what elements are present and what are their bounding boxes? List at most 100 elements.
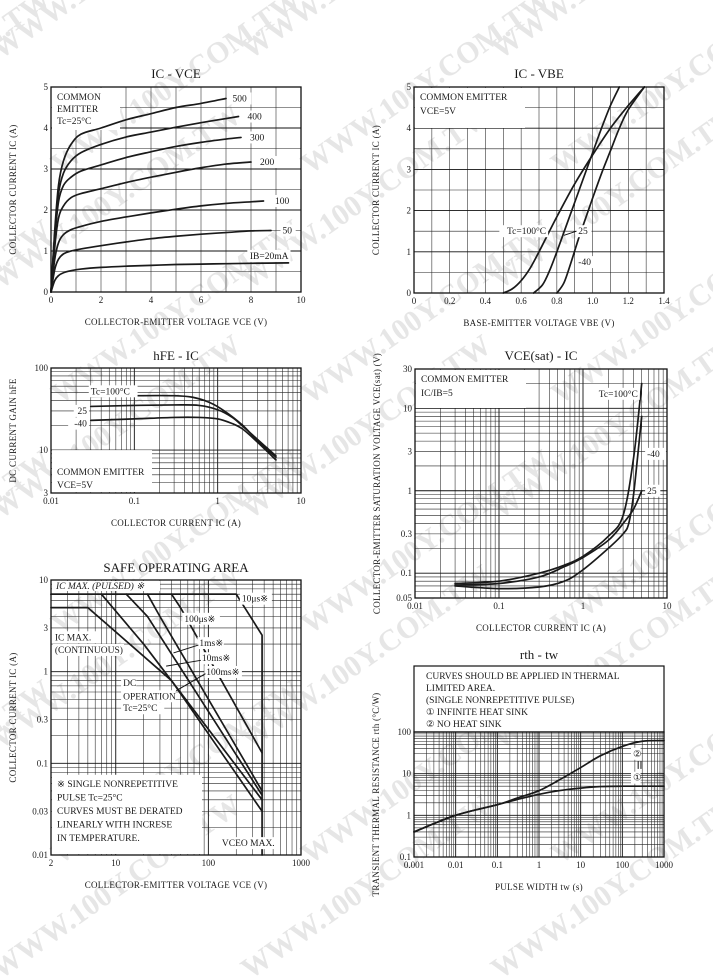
- label-bg: [68, 417, 89, 430]
- series-line-3: [50, 161, 252, 293]
- x-axis-label: COLLECTOR CURRENT IC (A): [111, 518, 241, 528]
- plot-frame: [50, 367, 302, 494]
- label-bg: [199, 652, 232, 665]
- label-bg: [121, 702, 165, 715]
- series-line-5: [50, 606, 263, 813]
- series-label: 10μs※: [242, 595, 268, 605]
- x-tick-label: 0: [49, 295, 54, 305]
- series-label: 200: [260, 158, 275, 168]
- annotation-box-line: IC/IB=5: [421, 389, 453, 399]
- label-bg: [645, 484, 661, 497]
- x-tick-label: 0.01: [43, 496, 59, 506]
- plot-frame: [413, 86, 665, 294]
- series-line-1: [454, 415, 643, 590]
- pulsed-label-bg: [52, 581, 160, 591]
- label-bg: [247, 249, 291, 262]
- series-label: 25: [578, 227, 588, 237]
- y-tick-label: 4: [44, 123, 49, 133]
- series-label: -40: [74, 420, 87, 430]
- thermal-note-line: (SINGLE NONREPETITIVE PULSE): [426, 695, 574, 706]
- series-line-4: [50, 200, 265, 293]
- label-bg: [245, 110, 267, 123]
- annotation-box-line: COMMON EMITTER: [421, 375, 509, 385]
- series-label: -40: [578, 258, 591, 268]
- label-bg: [248, 131, 269, 144]
- chart-vcesat_ic: 0.01 0.1 1 10 0.05 0.1 0.3 1 3 10 30 VCE(sat) - IC C…: [372, 348, 672, 633]
- y-tick-label: 0.01: [32, 850, 48, 860]
- grid: [414, 368, 668, 599]
- y-tick-label: 10: [403, 403, 413, 413]
- thermal-note-line: CURVES SHOULD BE APPLIED IN THERMAL: [426, 672, 620, 682]
- annotation-box-line: VCE=5V: [420, 107, 456, 117]
- y-tick-label: 1: [408, 486, 413, 496]
- annotation-box-bg: [415, 88, 525, 128]
- series-label: ①: [633, 773, 642, 784]
- x-tick-label: 2: [99, 295, 104, 305]
- y-tick-label: 0.1: [401, 568, 412, 578]
- x-tick-label: 4: [149, 295, 154, 305]
- series-line-3: [125, 593, 263, 796]
- series-line-2: [146, 593, 263, 792]
- y-tick-label: 1: [44, 667, 49, 677]
- x-tick-label: 1: [537, 860, 542, 870]
- x-tick-label: 0.01: [407, 601, 423, 611]
- x-tick-label: 1.2: [623, 296, 634, 306]
- x-tick-label: 0.4: [480, 296, 492, 306]
- plot-frame: [414, 368, 668, 599]
- series-line-1: [50, 115, 240, 293]
- y-axis-label: COLLECTOR CURRENT IC (A): [8, 124, 18, 254]
- y-tick-label: 5: [44, 82, 49, 92]
- dc-op-label: DC: [123, 679, 136, 689]
- x-tick-label: 10: [297, 496, 307, 506]
- y-axis-label: TRANSIENT THERMAL RESISTANCE rth (°C/W): [371, 693, 381, 897]
- y-tick-label: 10: [39, 575, 49, 585]
- x-tick-label: 100: [616, 860, 630, 870]
- chart-soa: 2 10 100 1000 0.01 0.03 0.1 0.3 1 3 10 SAFE OPERATI…: [8, 560, 311, 890]
- y-axis-label: DC CURRENT GAIN hFE: [8, 378, 18, 482]
- series-label: 500: [233, 94, 248, 104]
- label-bg: [576, 256, 598, 269]
- derating-note-line: LINEARLY WITH INCRESE: [57, 820, 172, 830]
- annotation-box-line: COMMON EMITTER: [57, 468, 145, 478]
- label-bg: [121, 676, 137, 689]
- series-line-0: [50, 97, 227, 293]
- y-tick-label: 0.1: [37, 758, 48, 768]
- y-tick-label: 0.03: [32, 806, 48, 816]
- series-label: 100ms※: [206, 668, 239, 678]
- series-label: Tc=100°C: [91, 386, 130, 397]
- y-tick-label: 3: [44, 623, 49, 633]
- series-label: Tc=100°C: [507, 226, 546, 237]
- label-bg: [230, 92, 252, 105]
- y-tick-label: 2: [407, 206, 412, 216]
- label-bg: [630, 771, 641, 784]
- label-bg: [280, 224, 296, 237]
- series-label: IB=20mA: [250, 252, 289, 262]
- series-line-0: [50, 593, 263, 856]
- y-tick-label: 0.1: [400, 852, 411, 862]
- y-tick-label: 10: [402, 769, 412, 779]
- label-bg: [258, 156, 279, 169]
- label-leader: [173, 644, 199, 654]
- series-label: 1ms※: [199, 639, 223, 649]
- series-label: 400: [248, 113, 263, 123]
- annotation-box-bg: [52, 88, 120, 130]
- x-tick-label: 1: [215, 496, 220, 506]
- x-tick-label: 1.4: [658, 296, 670, 306]
- derating-note-line: ※ SINGLE NONREPETITIVE: [57, 780, 178, 790]
- plot-frame: [50, 579, 302, 856]
- ic-max-cont-label: (CONTINUOUS): [55, 645, 123, 656]
- label-bg: [239, 592, 272, 605]
- series-line-1: [413, 739, 665, 833]
- y-tick-label: 4: [407, 123, 412, 133]
- label-bg: [73, 404, 89, 417]
- series-line-6: [50, 262, 290, 293]
- chart-title: rth - tw: [520, 647, 559, 662]
- annotation-box-bg: [416, 370, 526, 408]
- x-tick-label: 1.0: [587, 296, 599, 306]
- x-tick-label: 1: [581, 601, 586, 611]
- y-tick-label: 100: [398, 727, 412, 737]
- x-tick-label: 100: [202, 858, 216, 868]
- x-axis-label: PULSE WIDTH tw (s): [495, 882, 583, 892]
- series-line-5: [50, 229, 272, 293]
